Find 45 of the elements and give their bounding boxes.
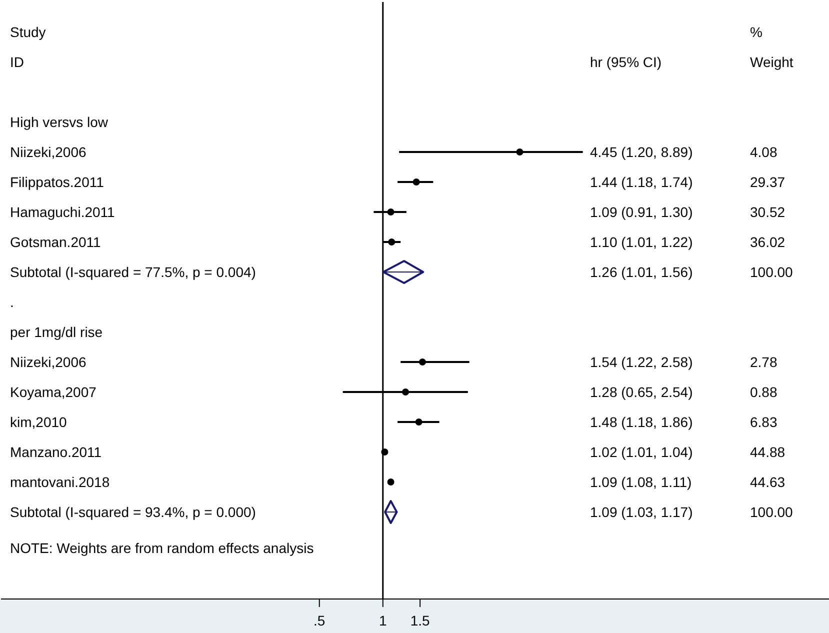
text: Study [10, 24, 46, 40]
annotation: 100.00 [750, 264, 794, 280]
annotation: 1.02 (1.01, 1.04) [590, 444, 693, 460]
y-tick-label: Niizeki,2006 [10, 144, 86, 160]
x-tick-label: 1 [378, 612, 387, 629]
text: hr (95% CI) [590, 54, 662, 70]
y-tick-label: Hamaguchi.2011 [10, 204, 116, 220]
annotation: 4.08 [750, 144, 778, 160]
y-tick-label: Manzano.2011 [10, 444, 102, 460]
text: Weight [750, 54, 794, 70]
annotation: 1.54 (1.22, 2.58) [590, 354, 693, 370]
y-tick-label: Subtotal (I-squared = 93.4%, p = 0.000) [10, 504, 256, 520]
annotation: 44.88 [750, 444, 786, 460]
annotation: 0.88 [750, 384, 778, 400]
text: ID [10, 54, 24, 70]
annotation: 100.00 [750, 504, 794, 520]
y-tick-label: Niizeki,2006 [10, 354, 86, 370]
y-tick-label: kim,2010 [10, 414, 68, 430]
y-tick-label: Gotsman.2011 [10, 234, 102, 250]
annotation: 44.63 [750, 474, 786, 490]
y-tick-label: High versvs low [10, 114, 109, 130]
y-tick-label: Filippatos.2011 [10, 174, 104, 190]
x-tick-label: 1.5 [410, 612, 430, 629]
text: NOTE: Weights are from random effects analysis [10, 540, 314, 556]
annotation: 6.83 [750, 414, 778, 430]
y-tick-label: Koyama,2007 [10, 384, 97, 400]
annotation: 1.48 (1.18, 1.86) [590, 414, 693, 430]
y-tick-label: . [10, 294, 14, 310]
annotation: 30.52 [750, 204, 786, 220]
annotation: 2.78 [750, 354, 778, 370]
y-tick-label: mantovani.2018 [10, 474, 110, 490]
annotation: 1.44 (1.18, 1.74) [590, 174, 693, 190]
text: % [750, 24, 762, 40]
annotation: 1.09 (0.91, 1.30) [590, 204, 693, 220]
y-tick-label: Subtotal (I-squared = 77.5%, p = 0.004) [10, 264, 256, 280]
x-tick-label: .5 [314, 612, 326, 629]
annotation: 1.09 (1.03, 1.17) [590, 504, 693, 520]
annotation: 29.37 [750, 174, 786, 190]
annotation: 1.09 (1.08, 1.11) [590, 474, 692, 490]
annotation: 36.02 [750, 234, 786, 250]
annotation: 1.26 (1.01, 1.56) [590, 264, 693, 280]
y-tick-label: per 1mg/dl rise [10, 324, 103, 340]
annotation: 1.10 (1.01, 1.22) [590, 234, 693, 250]
annotation: 1.28 (0.65, 2.54) [590, 384, 693, 400]
annotation: 4.45 (1.20, 8.89) [590, 144, 693, 160]
